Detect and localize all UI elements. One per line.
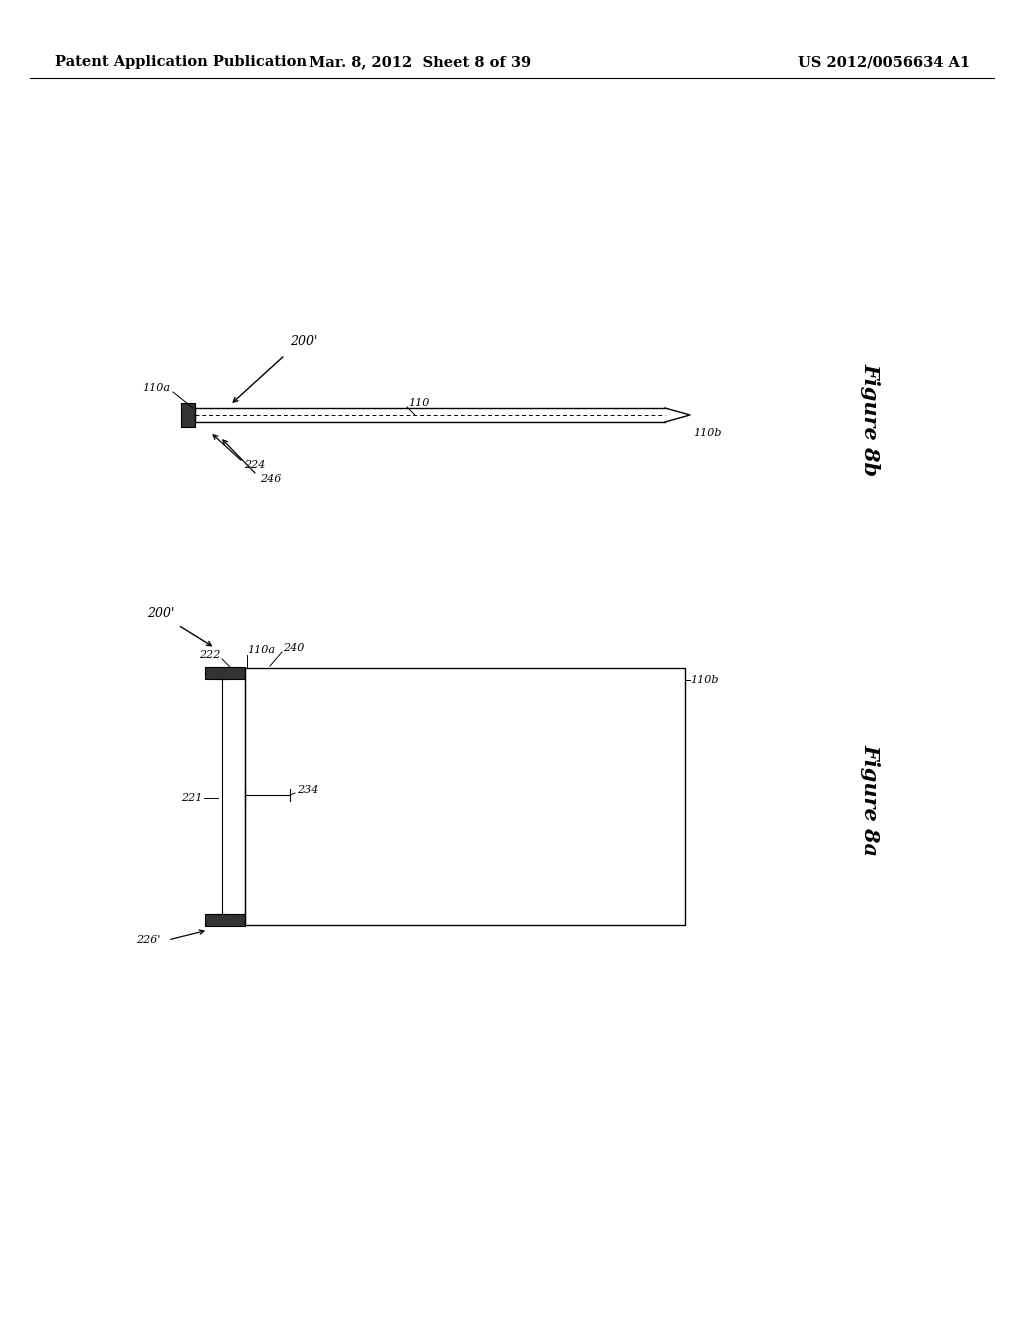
Text: Patent Application Publication: Patent Application Publication: [55, 55, 307, 69]
Text: 110a: 110a: [142, 383, 170, 393]
FancyBboxPatch shape: [205, 913, 245, 927]
Text: US 2012/0056634 A1: US 2012/0056634 A1: [798, 55, 970, 69]
Text: 222: 222: [199, 649, 220, 660]
FancyBboxPatch shape: [205, 667, 245, 678]
Text: 110b: 110b: [690, 675, 719, 685]
Text: 200': 200': [290, 335, 317, 348]
Text: 224: 224: [244, 459, 265, 470]
Text: 226': 226': [135, 935, 160, 945]
Text: 246: 246: [260, 474, 282, 484]
Text: 221: 221: [180, 793, 202, 803]
Text: 110: 110: [408, 399, 429, 408]
Text: 200': 200': [146, 607, 174, 620]
Text: 110b: 110b: [693, 428, 722, 438]
Text: Mar. 8, 2012  Sheet 8 of 39: Mar. 8, 2012 Sheet 8 of 39: [309, 55, 531, 69]
Text: 240: 240: [283, 643, 304, 653]
FancyBboxPatch shape: [181, 403, 195, 426]
Text: 234: 234: [297, 785, 318, 795]
Text: Figure 8a: Figure 8a: [860, 744, 880, 855]
Text: Figure 8b: Figure 8b: [860, 363, 880, 477]
Text: 110a: 110a: [247, 645, 275, 655]
